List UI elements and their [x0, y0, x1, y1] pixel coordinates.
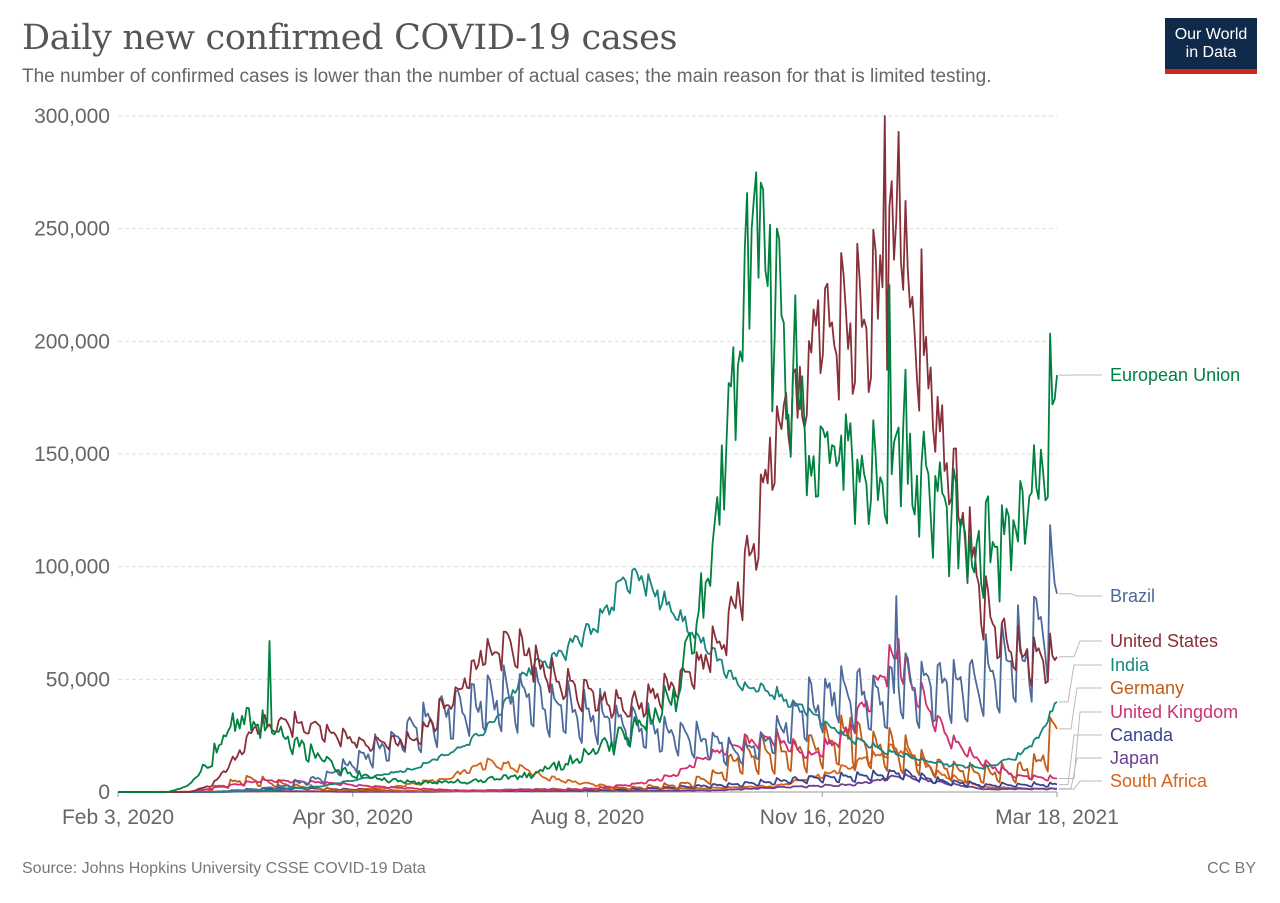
label-connector	[1059, 687, 1102, 730]
y-tick-label: 50,000	[46, 668, 110, 691]
y-tick-label: 250,000	[34, 218, 110, 241]
chart-subtitle: The number of confirmed cases is lower t…	[22, 66, 992, 87]
series-label-canada[interactable]: Canada	[1110, 725, 1174, 745]
series-label-germany[interactable]: Germany	[1110, 678, 1184, 698]
logo-line-1: Our World	[1174, 26, 1248, 43]
label-connector	[1059, 593, 1102, 597]
x-tick-label: Aug 8, 2020	[531, 806, 644, 829]
series-line-united-kingdom[interactable]	[118, 637, 1058, 793]
y-tick-label: 100,000	[34, 556, 110, 579]
label-connector	[1059, 664, 1102, 703]
series-label-united-kingdom[interactable]: United Kingdom	[1110, 702, 1238, 722]
series-label-brazil[interactable]: Brazil	[1110, 586, 1155, 606]
series-label-european-union[interactable]: European Union	[1110, 365, 1240, 385]
series-lines	[118, 115, 1058, 793]
y-axis: 0 50,000 100,000 150,000 200,000 250,000 300,0…	[34, 105, 110, 804]
series-line-india[interactable]	[118, 567, 1058, 793]
label-connector	[1059, 780, 1102, 790]
logo-accent-bar	[1165, 69, 1257, 74]
y-tick-label: 300,000	[34, 105, 110, 128]
label-connector	[1059, 757, 1102, 790]
y-tick-label: 0	[98, 781, 110, 804]
series-line-brazil[interactable]	[118, 524, 1058, 793]
owid-logo[interactable]: Our World in Data	[1165, 18, 1257, 74]
x-axis: Feb 3, 2020 Apr 30, 2020 Aug 8, 2020 Nov 16…	[62, 792, 1119, 829]
source-note: Source: Johns Hopkins University CSSE CO…	[22, 860, 426, 877]
series-label-japan[interactable]: Japan	[1110, 748, 1159, 768]
label-connector	[1059, 734, 1102, 786]
series-line-united-states[interactable]	[118, 115, 1058, 793]
logo-line-2: in Data	[1185, 44, 1237, 61]
label-connector	[1059, 640, 1102, 658]
series-label-india[interactable]: India	[1110, 655, 1150, 675]
y-tick-label: 200,000	[34, 330, 110, 353]
series-label-united-states[interactable]: United States	[1110, 631, 1218, 651]
series-line-european-union[interactable]	[118, 171, 1058, 793]
x-tick-label: Nov 16, 2020	[760, 806, 885, 829]
y-tick-label: 150,000	[34, 443, 110, 466]
x-tick-label: Mar 18, 2021	[995, 806, 1119, 829]
license-link[interactable]: CC BY	[1207, 860, 1256, 877]
gridlines	[118, 115, 1057, 793]
label-connector	[1059, 711, 1102, 779]
chart-title: Daily new confirmed COVID-19 cases	[22, 18, 678, 58]
line-chart: 0 50,000 100,000 150,000 200,000 250,000 300,0…	[34, 105, 1240, 829]
x-tick-label: Apr 30, 2020	[293, 806, 413, 829]
series-label-south-africa[interactable]: South Africa	[1110, 771, 1208, 791]
x-tick-label: Feb 3, 2020	[62, 806, 174, 829]
series-labels: European Union Brazil United States India Ge…	[1059, 365, 1240, 791]
